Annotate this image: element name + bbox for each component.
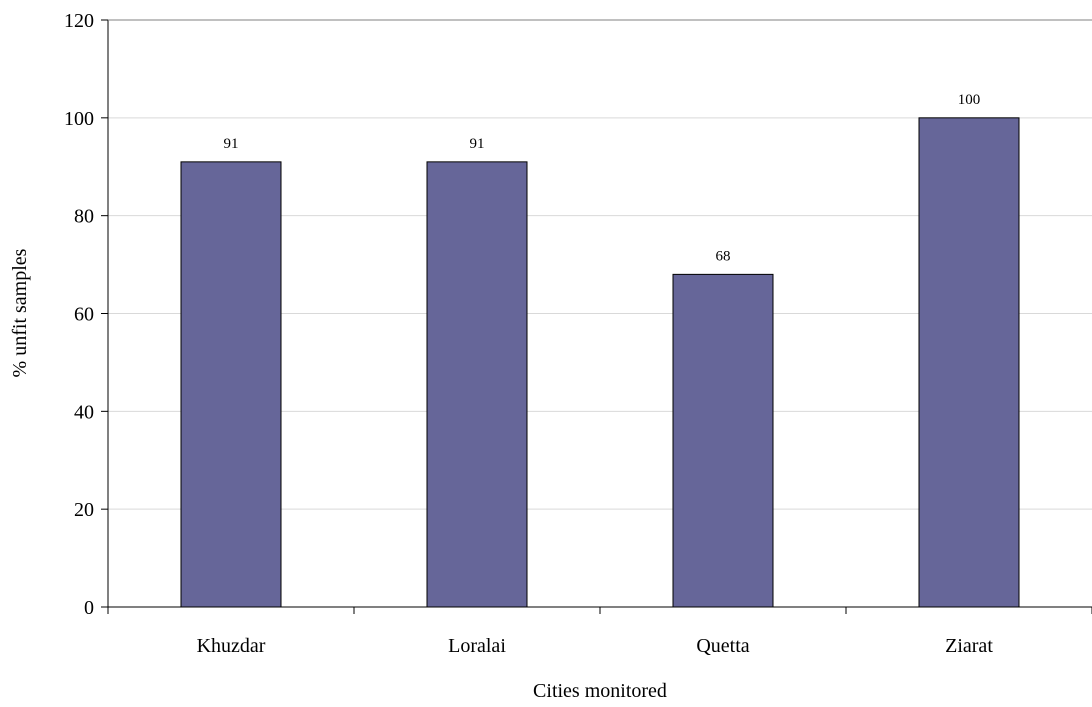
x-axis-title: Cities monitored bbox=[533, 680, 667, 702]
y-ticks: 0 20 40 60 80 100 120 bbox=[64, 10, 108, 619]
x-tick-label: Khuzdar bbox=[197, 635, 266, 657]
x-tick-label: Ziarat bbox=[945, 635, 993, 657]
y-tick-label: 60 bbox=[74, 304, 94, 326]
bar-quetta bbox=[672, 273, 774, 608]
x-tick-label: Quetta bbox=[696, 635, 749, 657]
y-tick-label: 80 bbox=[74, 206, 94, 228]
bar-value-label: 91 bbox=[470, 136, 485, 152]
bar-value-label: 68 bbox=[716, 248, 731, 264]
bar-khuzdar bbox=[180, 161, 282, 608]
bars bbox=[180, 117, 1020, 608]
bar-ziarat bbox=[918, 117, 1020, 608]
bar-loralai bbox=[426, 161, 528, 608]
y-tick-label: 0 bbox=[84, 597, 94, 619]
y-axis-title: % unfit samples bbox=[9, 248, 31, 377]
bar-value-label: 100 bbox=[958, 92, 981, 108]
x-tick-label: Loralai bbox=[448, 635, 506, 657]
bar-labels: 91 91 68 100 bbox=[224, 92, 981, 265]
y-tick-label: 100 bbox=[64, 108, 94, 130]
x-ticks: Khuzdar Loralai Quetta Ziarat bbox=[107, 607, 1092, 657]
bar-value-label: 91 bbox=[224, 136, 239, 152]
y-tick-label: 40 bbox=[74, 401, 94, 423]
y-tick-label: 120 bbox=[64, 10, 94, 32]
y-tick-label: 20 bbox=[74, 499, 94, 521]
